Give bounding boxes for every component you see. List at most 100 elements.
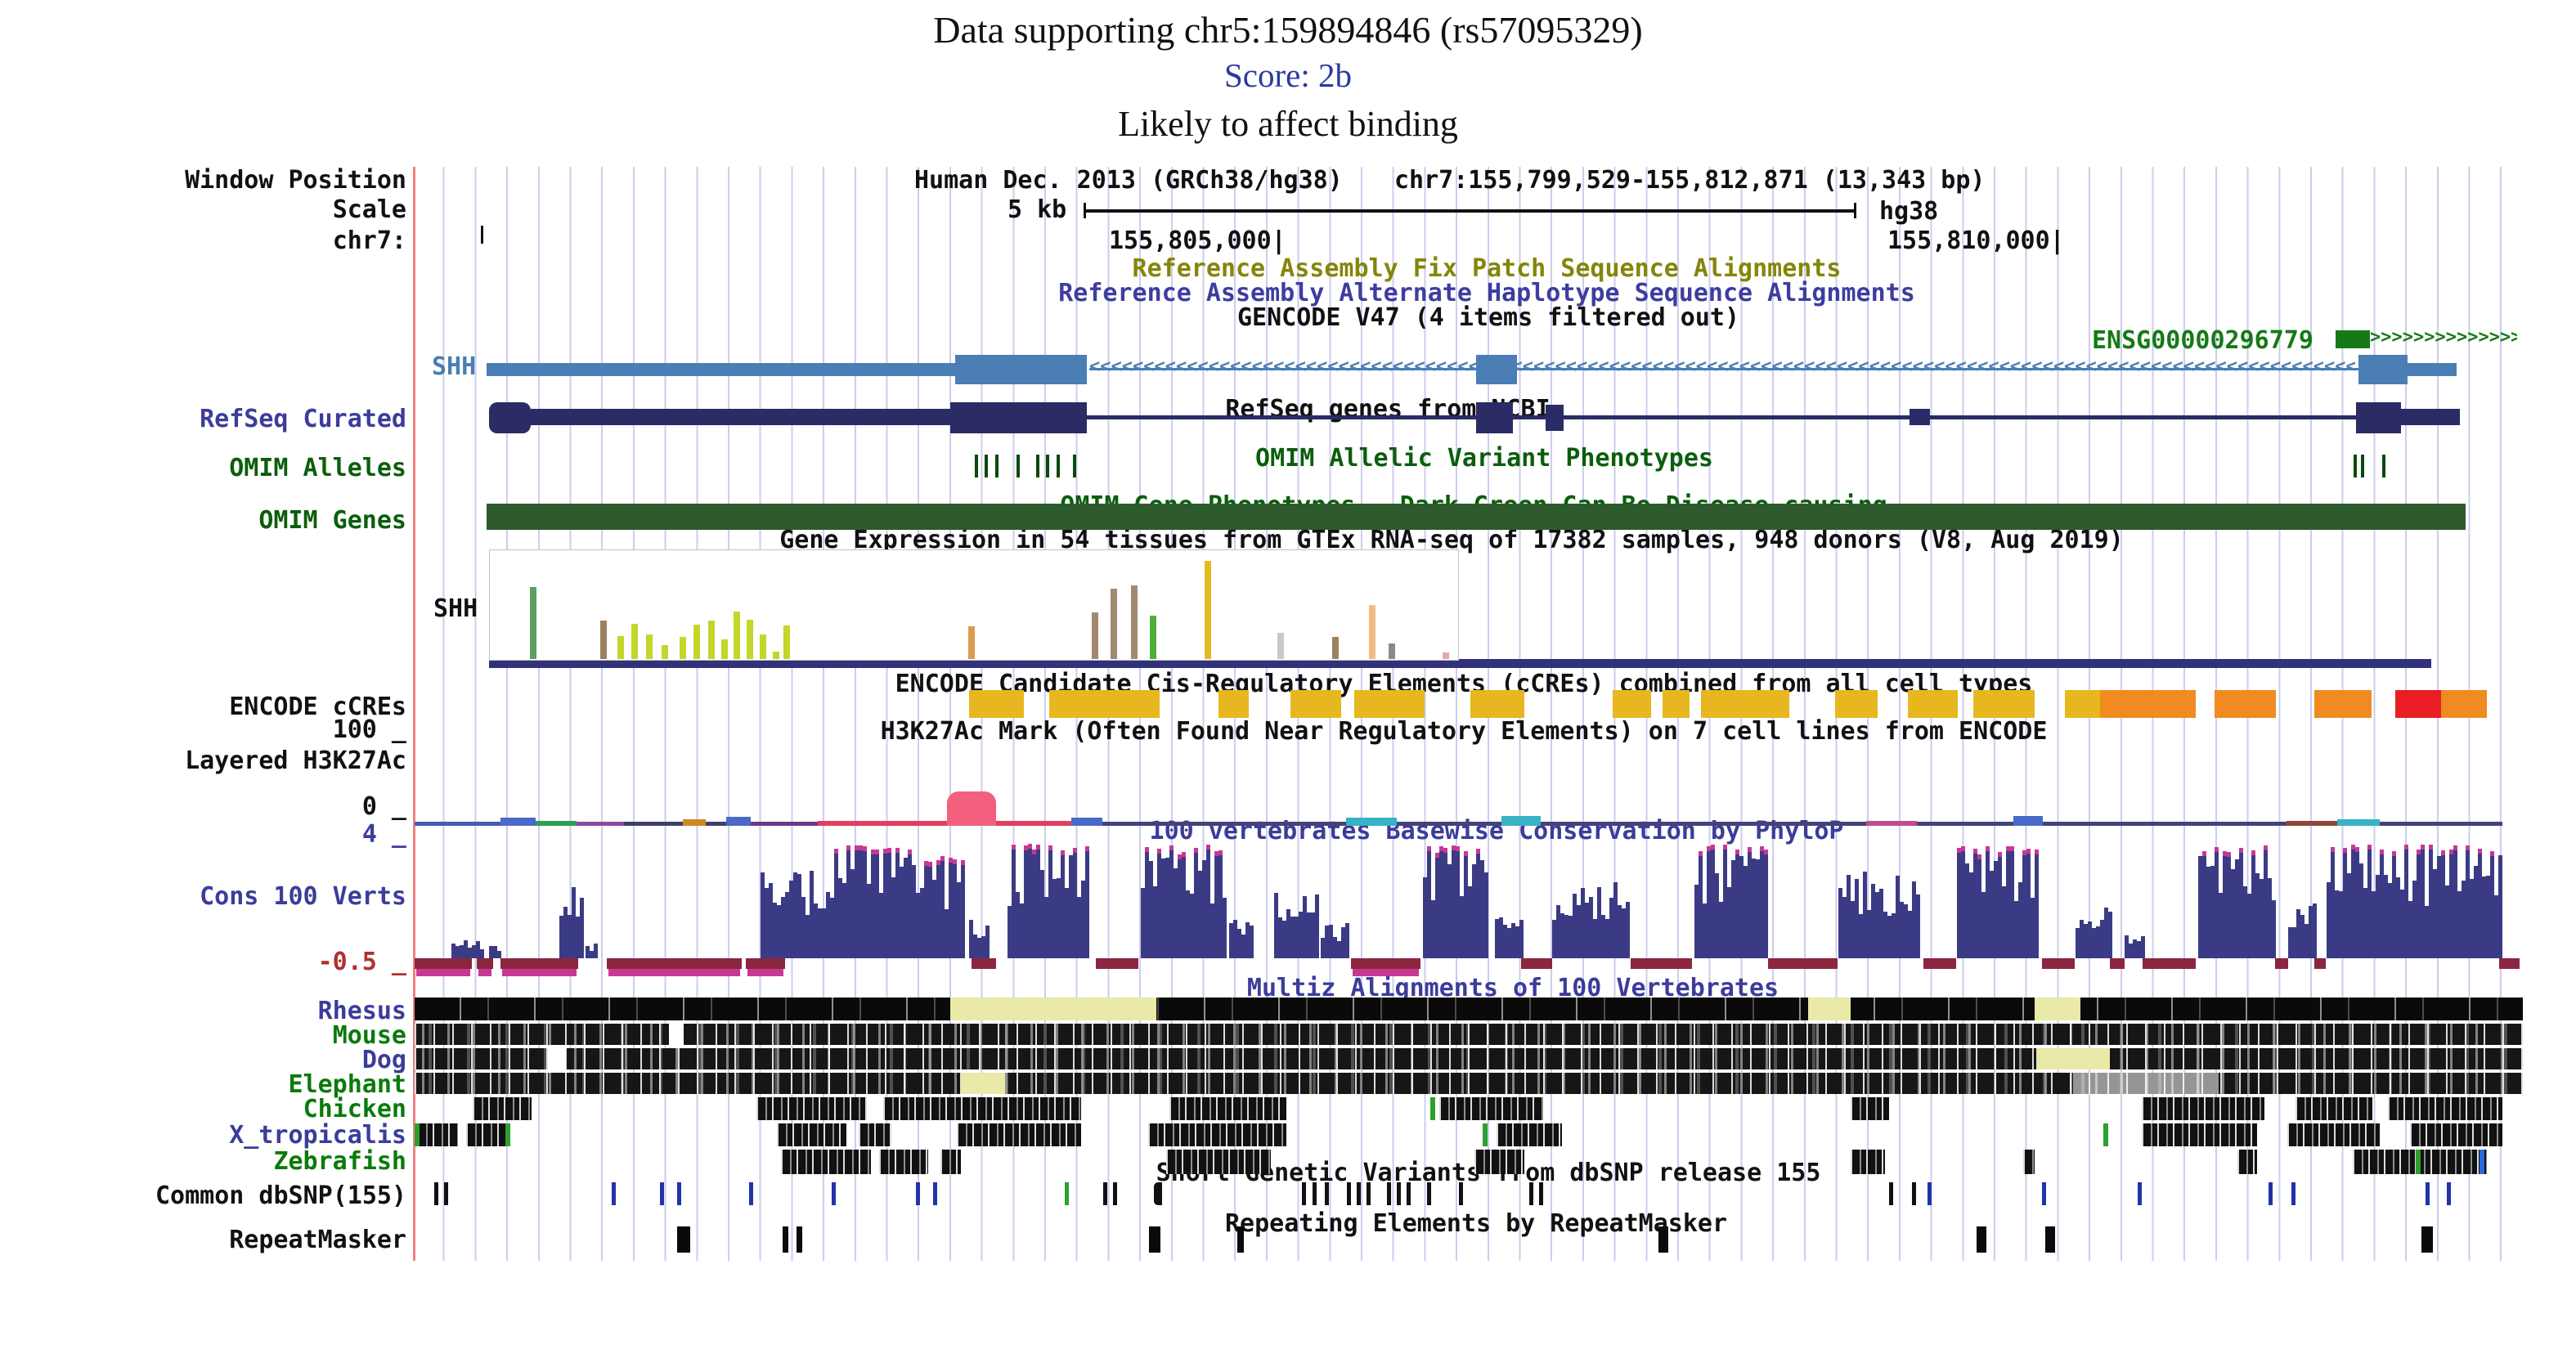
phylop-conservation-bar[interactable]: [2363, 888, 2367, 958]
phylop-conservation-bar[interactable]: [2449, 850, 2453, 958]
omim-allele-variant-tick[interactable]: [2361, 455, 2364, 477]
phylop-conservation-bar[interactable]: [1194, 848, 1198, 958]
h3k27ac-signal-segment[interactable]: [415, 822, 500, 826]
phylop-conservation-bar[interactable]: [1994, 861, 1998, 958]
phylop-conservation-bar[interactable]: [810, 871, 814, 958]
alignment-block-chicken[interactable]: [883, 1097, 1081, 1120]
phylop-conservation-bar[interactable]: [1847, 875, 1851, 958]
repeatmasker-element[interactable]: [1977, 1226, 1986, 1253]
phylop-conservation-bar[interactable]: [969, 920, 973, 958]
phylop-conservation-bar[interactable]: [2210, 866, 2215, 958]
phylop-conservation-bar[interactable]: [1274, 893, 1278, 958]
window-position-label[interactable]: Window Position: [185, 166, 406, 195]
phylop-conservation-bar[interactable]: [2408, 901, 2412, 958]
phylop-conservation-bar[interactable]: [1912, 881, 1916, 958]
alignment-block-x_tropicalis[interactable]: [859, 1123, 891, 1146]
phylop-conservation-bar[interactable]: [2347, 873, 2351, 958]
omim-allele-variant-tick[interactable]: [995, 455, 999, 477]
phylop-conservation-bar[interactable]: [814, 903, 818, 958]
refseq-exon-3[interactable]: [2356, 402, 2401, 433]
phylop-conservation-bar[interactable]: [761, 872, 765, 958]
phylop-conservation-bar[interactable]: [1744, 866, 1748, 958]
phylop-conservation-bar[interactable]: [1863, 872, 1867, 958]
h3k27ac-signal-segment[interactable]: [1917, 822, 2013, 826]
phylop-conservation-bar[interactable]: [2478, 849, 2482, 958]
alignment-block-chicken[interactable]: [1851, 1097, 1889, 1120]
phylop-conservation-bar[interactable]: [1622, 908, 1626, 958]
phylop-conservation-bar[interactable]: [2339, 891, 2343, 958]
phylop-conservation-bar[interactable]: [1573, 894, 1577, 958]
phylop-conservation-bar[interactable]: [2255, 873, 2260, 958]
dbsnp-variant-tick[interactable]: [1313, 1182, 1317, 1205]
ensg-arrows[interactable]: >>>>>>>>>>>>>>>: [2370, 329, 2517, 347]
phylop-conservation-bar[interactable]: [1748, 847, 1752, 958]
h3k27ac-signal-segment[interactable]: [1866, 821, 1917, 826]
encode-ccres-label[interactable]: ENCODE cCREs: [229, 693, 406, 721]
phylop-conservation-bar[interactable]: [1036, 845, 1040, 958]
ccre-block[interactable]: [1835, 690, 1878, 718]
phylop-conservation-bar[interactable]: [2243, 886, 2247, 958]
phylop-conservation-bar[interactable]: [2429, 845, 2433, 958]
ccre-block[interactable]: [2395, 690, 2441, 718]
phylop-conservation-bar[interactable]: [2313, 903, 2317, 958]
shh-intron-arrows[interactable]: <<<<<<<<<<<<<<<<<<<<<<<<<<<<<<<<<<<<<<<<…: [1089, 358, 2355, 377]
phylop-conservation-bar[interactable]: [1431, 900, 1435, 958]
phylop-conservation-bar[interactable]: [2235, 859, 2239, 958]
gtex-tissue-bar[interactable]: [773, 652, 779, 659]
phylop-negative-segment[interactable]: [2110, 958, 2125, 969]
phylop-conservation-bar[interactable]: [2268, 878, 2272, 958]
phylop-conservation-bar[interactable]: [1752, 859, 1756, 958]
phylop-conservation-bar[interactable]: [576, 917, 580, 958]
phylop-conservation-bar[interactable]: [2137, 941, 2141, 958]
phylop-conservation-bar[interactable]: [949, 858, 953, 958]
omim-allele-variant-tick[interactable]: [975, 455, 978, 477]
phylop-conservation-bar[interactable]: [1325, 926, 1329, 958]
refseq-exon-small[interactable]: [1910, 409, 1930, 425]
phylop-negative-segment[interactable]: [1521, 958, 1552, 969]
dbsnp-variant-tick[interactable]: [1302, 1182, 1306, 1205]
dbsnp-variant-tick[interactable]: [1459, 1182, 1463, 1205]
phylop-conservation-bar[interactable]: [1581, 888, 1585, 958]
phylop-conservation-bar[interactable]: [887, 848, 891, 958]
phylop-conservation-bar[interactable]: [1764, 850, 1768, 958]
gtex-tissue-bar[interactable]: [747, 620, 753, 659]
phylop-conservation-bar[interactable]: [1511, 923, 1515, 958]
phylop-conservation-bar[interactable]: [2421, 845, 2425, 958]
alignment-block-zebrafish[interactable]: [879, 1150, 928, 1174]
h3k27ac-signal-segment[interactable]: [1071, 818, 1102, 826]
repeatmasker-element[interactable]: [783, 1226, 788, 1253]
phylop-conservation-bar[interactable]: [1838, 888, 1842, 958]
phylop-conservation-bar[interactable]: [781, 897, 785, 958]
phylop-conservation-bar[interactable]: [928, 862, 932, 958]
phylop-negative-segment[interactable]: [746, 958, 785, 969]
phylop-conservation-bar[interactable]: [2031, 898, 2035, 958]
gtex-tissue-bar[interactable]: [1369, 605, 1376, 659]
phylop-conservation-bar[interactable]: [765, 888, 769, 958]
gtex-tissue-bar[interactable]: [968, 626, 975, 659]
phylop-conservation-bar[interactable]: [1206, 845, 1210, 958]
phylop-conservation-bar[interactable]: [1069, 855, 1073, 958]
phylop-conservation-bar[interactable]: [797, 874, 801, 958]
phylop-conservation-bar[interactable]: [1739, 856, 1744, 958]
refseq-utr-right[interactable]: [2401, 409, 2460, 425]
phylop-conservation-bar[interactable]: [1299, 912, 1303, 958]
phylop-conservation-bar[interactable]: [1472, 864, 1476, 958]
shh-gene-label[interactable]: SHH: [432, 352, 477, 381]
dbsnp-variant-tick[interactable]: [832, 1182, 836, 1205]
phylop-conservation-bar[interactable]: [1214, 851, 1218, 958]
phylop-negative-segment[interactable]: [500, 958, 578, 969]
dbsnp-variant-tick[interactable]: [1065, 1182, 1069, 1205]
phylop-conservation-bar[interactable]: [1484, 872, 1488, 958]
phylop-conservation-bar[interactable]: [1153, 886, 1157, 958]
phylop-conservation-bar[interactable]: [908, 850, 912, 958]
phylop-negative-segment[interactable]: [2314, 958, 2326, 969]
dbsnp-variant-tick[interactable]: [749, 1182, 753, 1205]
h3k27ac-signal-segment[interactable]: [996, 821, 1071, 826]
phylop-conservation-bar[interactable]: [2251, 850, 2255, 958]
phylop-conservation-bar[interactable]: [1250, 926, 1254, 958]
dbsnp-variant-tick[interactable]: [916, 1182, 920, 1205]
phylop-conservation-bar[interactable]: [863, 846, 867, 958]
phylop-conservation-bar[interactable]: [1859, 914, 1863, 958]
phylop-conservation-bar[interactable]: [945, 909, 949, 958]
phylop-conservation-bar[interactable]: [1990, 871, 1994, 958]
